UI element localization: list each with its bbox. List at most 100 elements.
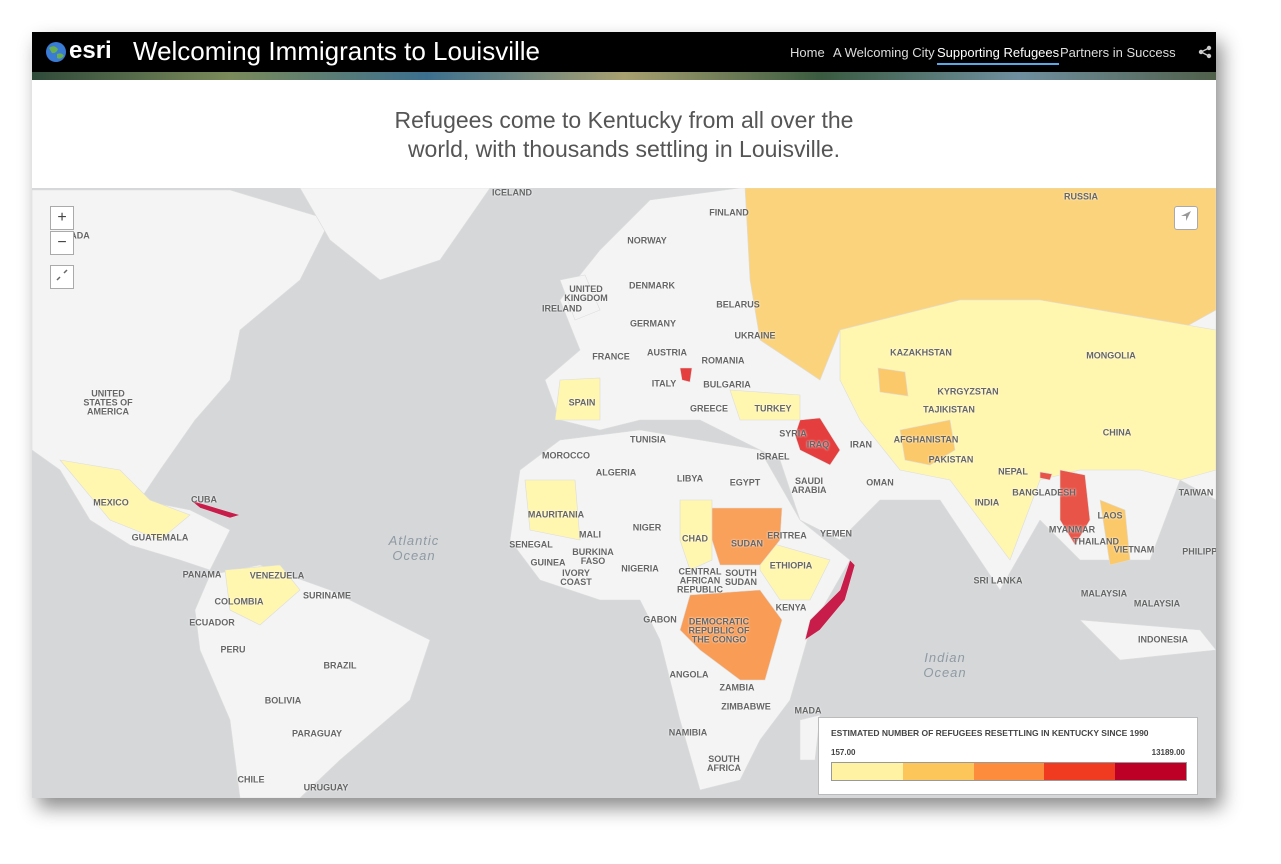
country-label: MONGOLIA bbox=[1086, 350, 1136, 361]
country-label: MEXICO bbox=[93, 497, 129, 508]
country-label: SURINAME bbox=[302, 590, 352, 601]
country-label: SENEGAL bbox=[509, 539, 553, 550]
country-label: ALGERIA bbox=[595, 467, 637, 478]
fullscreen-button[interactable] bbox=[50, 265, 74, 289]
country-label: ECUADOR bbox=[189, 617, 235, 628]
color-swatch bbox=[902, 763, 974, 780]
country-label: DENMARK bbox=[629, 280, 675, 291]
country-label: TUNISIA bbox=[630, 434, 666, 445]
country-label: BRAZIL bbox=[323, 660, 357, 671]
country-label: KENYA bbox=[775, 602, 807, 613]
map[interactable]: ICELAND FINLAND RUSSIA NORWAY UNITED KINGDOM… bbox=[32, 188, 1216, 798]
country-label: INDONESIA bbox=[1137, 634, 1189, 645]
country-label: LAOS bbox=[1097, 510, 1123, 521]
country-label: ADA bbox=[70, 230, 90, 241]
country-label: BOLIVIA bbox=[264, 695, 302, 706]
country-label: GUATEMALA bbox=[131, 532, 189, 543]
country-label: GUINEA bbox=[530, 557, 566, 568]
color-swatch bbox=[1044, 763, 1116, 780]
country-label: ETHIOPIA bbox=[769, 560, 813, 571]
country-label: MALI bbox=[579, 529, 601, 540]
country-label: NEPAL bbox=[998, 466, 1028, 477]
nav-link[interactable]: Partners in Success bbox=[1060, 45, 1176, 60]
color-ramp bbox=[831, 762, 1187, 781]
country-label: YEMEN bbox=[819, 528, 853, 539]
country-label: MADA bbox=[794, 705, 822, 716]
country-label: ERITREA bbox=[767, 530, 807, 541]
country-label: SAUDI ARABIA bbox=[791, 476, 827, 495]
legend-max: 13189.00 bbox=[1151, 748, 1185, 757]
country-label: AUSTRIA bbox=[647, 347, 687, 358]
zoom-in[interactable]: + bbox=[50, 206, 74, 230]
app-title: Welcoming Immigrants to Louisville bbox=[133, 36, 540, 66]
header: esri Welcoming Immigrants to Louisville … bbox=[32, 32, 1216, 80]
country-label: DEMOCRATIC REPUBLIC OF THE CONGO bbox=[688, 616, 750, 645]
ocean-label: Atlantic Ocean bbox=[388, 533, 440, 563]
country-label: PARAGUAY bbox=[291, 728, 343, 739]
country-label: PERU bbox=[220, 644, 246, 655]
country-label: IRELAND bbox=[542, 303, 582, 314]
country-label: ZIMBABWE bbox=[721, 701, 771, 712]
locate-button[interactable] bbox=[1174, 206, 1198, 230]
country-label: RUSSIA bbox=[1063, 191, 1099, 202]
country-label: PANAMA bbox=[182, 569, 222, 580]
ocean-label: Indian Ocean bbox=[923, 650, 967, 680]
country-label: URUGUAY bbox=[303, 782, 349, 793]
country-label: NAMIBIA bbox=[668, 727, 708, 738]
country-label: LIBYA bbox=[676, 473, 704, 484]
country-label: NIGERIA bbox=[621, 563, 659, 574]
country-label: SUDAN bbox=[730, 538, 764, 549]
country-label: VIETNAM bbox=[1113, 544, 1155, 555]
country-label: UKRAINE bbox=[734, 330, 776, 341]
country-label: MAURITANIA bbox=[527, 509, 585, 520]
country-label: NIGER bbox=[632, 522, 662, 533]
country-label: FRANCE bbox=[592, 351, 630, 362]
subtitle-panel: Refugees come to Kentucky from all over … bbox=[32, 80, 1216, 188]
country-label: IRAQ bbox=[806, 439, 830, 450]
country-label: ROMANIA bbox=[701, 355, 745, 366]
nav-link[interactable]: Supporting Refugees bbox=[937, 45, 1060, 65]
nav-link[interactable]: Home bbox=[790, 45, 825, 60]
locate-icon bbox=[1181, 211, 1191, 221]
country-label: PHILIPPI bbox=[1182, 546, 1216, 557]
country-label: GREECE bbox=[689, 403, 729, 414]
country-label: ISRAEL bbox=[756, 451, 790, 462]
fullscreen-icon bbox=[56, 269, 68, 281]
country-label: VENEZUELA bbox=[249, 570, 305, 581]
country-label: AFGHANISTAN bbox=[893, 434, 959, 445]
country-label: ICELAND bbox=[492, 188, 532, 198]
country-label: INDIA bbox=[974, 497, 1000, 508]
country-label: KYRGYZSTAN bbox=[937, 386, 999, 397]
zoom-out[interactable]: − bbox=[50, 231, 74, 255]
header-image-strip bbox=[32, 72, 1216, 80]
country-label: SOUTH AFRICA bbox=[707, 754, 741, 773]
share-icon[interactable] bbox=[1198, 45, 1212, 59]
country-label: EGYPT bbox=[729, 477, 761, 488]
country-label: CHILE bbox=[237, 774, 265, 785]
country-label: CHAD bbox=[682, 533, 708, 544]
country-label: MALAYSIA bbox=[1133, 598, 1181, 609]
color-swatch bbox=[973, 763, 1045, 780]
country-label: IRAN bbox=[850, 439, 872, 450]
country-label: SYRIA bbox=[779, 428, 807, 439]
color-swatch bbox=[1115, 763, 1186, 780]
country-label: CHINA bbox=[1102, 427, 1132, 438]
country-label: BELARUS bbox=[716, 299, 760, 310]
country-label: NORWAY bbox=[627, 235, 667, 246]
country-label: TAIWAN bbox=[1178, 487, 1214, 498]
country-label: MOROCCO bbox=[542, 450, 590, 461]
country-label: BULGARIA bbox=[703, 379, 751, 390]
country-label: TURKEY bbox=[754, 403, 792, 414]
nav-link[interactable]: A Welcoming City bbox=[833, 45, 935, 60]
country-label: OMAN bbox=[866, 477, 894, 488]
country-label: ZAMBIA bbox=[719, 682, 755, 693]
country-label: IVORY COAST bbox=[560, 568, 592, 587]
country-label: KAZAKHSTAN bbox=[890, 347, 952, 358]
country-label: THAILAND bbox=[1073, 536, 1119, 547]
country-label: PAKISTAN bbox=[928, 454, 974, 465]
country-label: CUBA bbox=[191, 494, 217, 505]
country-label: UNITED STATES OF AMERICA bbox=[83, 388, 133, 417]
country-label: TAJIKISTAN bbox=[923, 404, 975, 415]
country-label: SRI LANKA bbox=[973, 575, 1023, 586]
